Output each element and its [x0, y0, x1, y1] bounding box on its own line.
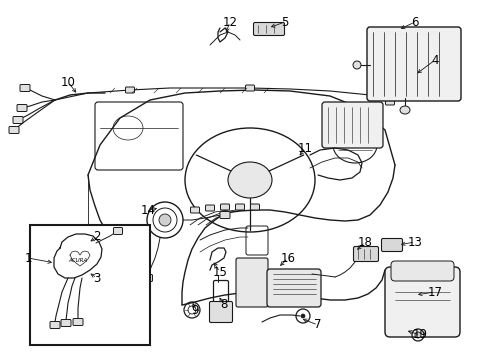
FancyBboxPatch shape	[353, 247, 378, 261]
Text: 15: 15	[212, 266, 227, 279]
Ellipse shape	[227, 162, 271, 198]
Text: 17: 17	[427, 285, 442, 298]
Text: 2: 2	[93, 230, 101, 243]
Text: 13: 13	[407, 235, 422, 248]
Ellipse shape	[301, 314, 305, 318]
Text: 11: 11	[297, 141, 312, 154]
FancyBboxPatch shape	[381, 238, 402, 252]
Text: 1: 1	[24, 252, 32, 265]
Text: 7: 7	[314, 319, 321, 332]
Text: 14: 14	[140, 203, 155, 216]
FancyBboxPatch shape	[321, 102, 382, 148]
Text: 19: 19	[412, 328, 427, 342]
FancyBboxPatch shape	[125, 87, 134, 93]
Text: 18: 18	[357, 235, 372, 248]
Text: 16: 16	[280, 252, 295, 265]
FancyBboxPatch shape	[253, 22, 284, 36]
Text: ACURA: ACURA	[68, 257, 87, 262]
Text: 3: 3	[93, 271, 101, 284]
Text: 10: 10	[61, 76, 75, 89]
FancyBboxPatch shape	[209, 302, 232, 323]
FancyBboxPatch shape	[390, 261, 453, 281]
FancyBboxPatch shape	[190, 207, 199, 213]
Text: 9: 9	[191, 303, 198, 316]
Ellipse shape	[352, 61, 360, 69]
Ellipse shape	[414, 332, 420, 338]
FancyBboxPatch shape	[385, 99, 394, 105]
Text: 4: 4	[430, 54, 438, 67]
Ellipse shape	[159, 214, 171, 226]
FancyBboxPatch shape	[113, 228, 122, 234]
FancyBboxPatch shape	[220, 211, 229, 219]
Bar	[30, 225, 150, 345]
FancyBboxPatch shape	[245, 85, 254, 91]
FancyBboxPatch shape	[143, 274, 152, 282]
FancyBboxPatch shape	[9, 126, 19, 134]
FancyBboxPatch shape	[220, 204, 229, 210]
FancyBboxPatch shape	[61, 320, 71, 327]
Text: 8: 8	[220, 298, 227, 311]
Text: 6: 6	[410, 15, 418, 28]
FancyBboxPatch shape	[17, 104, 27, 112]
FancyBboxPatch shape	[250, 204, 259, 210]
FancyBboxPatch shape	[266, 269, 320, 307]
FancyBboxPatch shape	[205, 205, 214, 211]
FancyBboxPatch shape	[13, 117, 23, 123]
Ellipse shape	[399, 106, 409, 114]
FancyBboxPatch shape	[50, 321, 60, 328]
FancyBboxPatch shape	[235, 204, 244, 210]
FancyBboxPatch shape	[20, 85, 30, 91]
Text: 5: 5	[281, 15, 288, 28]
FancyBboxPatch shape	[366, 27, 460, 101]
FancyBboxPatch shape	[236, 258, 267, 307]
FancyBboxPatch shape	[384, 267, 459, 337]
Text: 12: 12	[222, 15, 237, 28]
FancyBboxPatch shape	[73, 319, 83, 325]
